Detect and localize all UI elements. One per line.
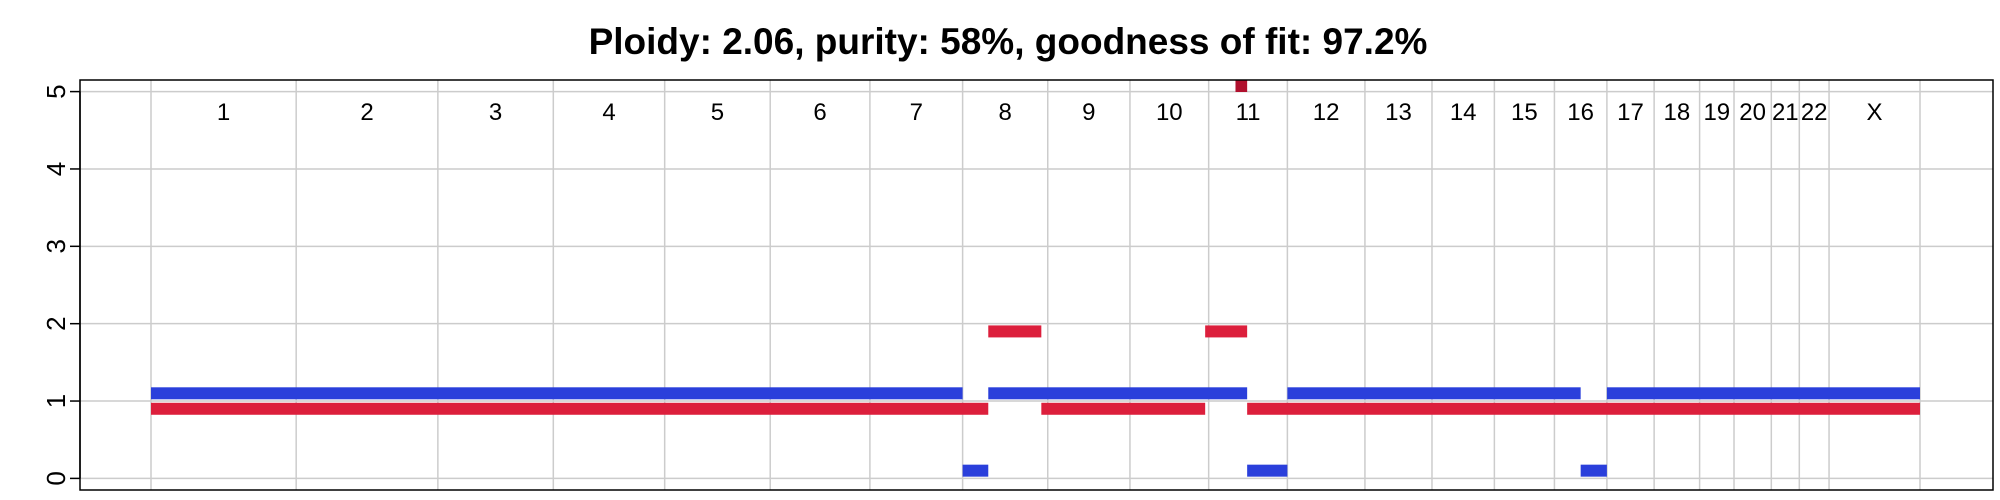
chromosome-label: X [1867, 99, 1883, 126]
y-axis: 0 1 2 3 4 5 [41, 84, 81, 486]
major-copy-number-segment [1205, 325, 1248, 338]
y-tick-label: 1 [41, 394, 71, 408]
chromosome-label: 18 [1664, 99, 1691, 126]
major-copy-number-segment [1247, 402, 1920, 415]
major-copy-number-segment [151, 402, 989, 415]
chromosome-label: 9 [1082, 99, 1095, 126]
minor-copy-number-segment [1247, 464, 1288, 477]
chromosome-label: 16 [1567, 99, 1594, 126]
y-tick-label: 2 [41, 316, 71, 330]
y-tick-label: 0 [41, 471, 71, 485]
chromosome-label: 4 [602, 99, 615, 126]
minor-copy-number-segment [1580, 464, 1607, 477]
chromosome-label: 8 [999, 99, 1012, 126]
minor-copy-number-segment [988, 387, 1248, 400]
chromosome-label: 10 [1156, 99, 1183, 126]
major-copy-number-segment [1041, 402, 1206, 415]
chromosome-label: 21 [1772, 99, 1799, 126]
chromosome-labels: 1 2 3 4 5 6 7 8 9 10 11 12 13 14 15 16 17 18 19 20 21 22 X [217, 99, 1883, 126]
chromosome-label: 19 [1703, 99, 1730, 126]
chromosome-label: 5 [711, 99, 724, 126]
y-tick-label: 3 [41, 239, 71, 253]
chromosome-label: 17 [1617, 99, 1644, 126]
copy-number-segments [151, 80, 1920, 477]
grid-lines [80, 80, 1993, 490]
minor-copy-number-segment [962, 464, 989, 477]
chart-title: Ploidy: 2.06, purity: 58%, goodness of f… [589, 21, 1428, 62]
chromosome-label: 22 [1801, 99, 1828, 126]
major-copy-number-segment [988, 325, 1042, 338]
chromosome-label: 14 [1450, 99, 1477, 126]
overflow-marker [1235, 80, 1248, 92]
chromosome-label: 1 [217, 99, 230, 126]
minor-copy-number-segment [1287, 387, 1581, 400]
minor-copy-number-segment [1606, 387, 1920, 400]
chromosome-label: 20 [1739, 99, 1766, 126]
chromosome-label: 11 [1236, 99, 1261, 126]
plot-frame [79, 79, 1994, 491]
chromosome-label: 3 [489, 99, 502, 126]
y-tick-label: 4 [41, 162, 71, 176]
chromosome-label: 6 [813, 99, 826, 126]
chromosome-label: 2 [360, 99, 373, 126]
chromosome-label: 13 [1385, 99, 1412, 126]
minor-copy-number-segment [151, 387, 963, 400]
chromosome-label: 12 [1313, 99, 1340, 126]
y-tick-label: 5 [41, 84, 71, 98]
chromosome-label: 7 [910, 99, 923, 126]
chromosome-label: 15 [1511, 99, 1538, 126]
